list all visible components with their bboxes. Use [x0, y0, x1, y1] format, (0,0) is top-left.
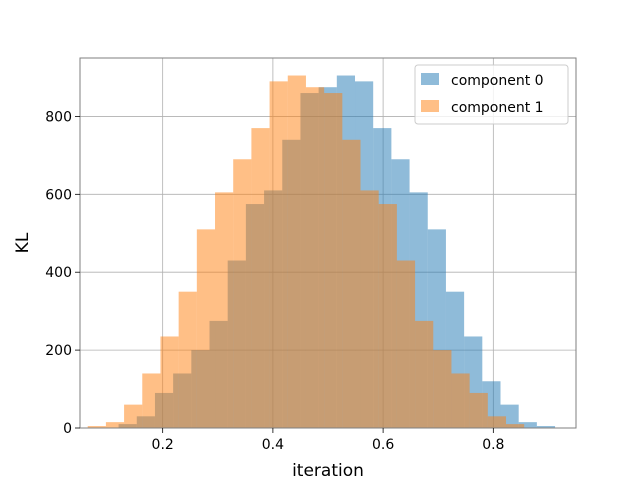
y-axis-ticks: 0 200 400 600 800	[45, 109, 80, 437]
histogram-bar	[378, 204, 397, 428]
y-axis-label: KL	[13, 232, 33, 253]
y-tick-label: 200	[45, 343, 72, 359]
x-tick-label: 0.4	[262, 437, 284, 453]
y-tick-label: 600	[45, 187, 72, 203]
legend-label-component-1: component 1	[451, 100, 544, 116]
histogram-bar	[87, 426, 106, 428]
histogram-bar	[324, 93, 343, 428]
legend: component 0 component 1	[414, 64, 569, 125]
y-tick-label: 0	[63, 421, 72, 437]
histogram-bar	[487, 416, 507, 428]
y-tick-label: 800	[45, 109, 72, 125]
x-tick-label: 0.8	[482, 437, 504, 453]
histogram-bar	[142, 373, 161, 428]
plot-frame	[79, 57, 577, 429]
x-axis-ticks: 0.2 0.4 0.6 0.8	[152, 428, 504, 453]
histogram-bar	[269, 81, 288, 429]
histogram-bar	[342, 139, 361, 428]
histogram-bar	[233, 159, 252, 428]
histogram-bar	[196, 229, 216, 428]
legend-label-component-0: component 0	[451, 73, 544, 89]
histogram-bar	[305, 87, 325, 429]
histogram-bar	[536, 426, 556, 428]
histogram-bar	[215, 192, 234, 428]
x-tick-label: 0.6	[372, 437, 394, 453]
legend-swatch-component-1	[421, 100, 439, 112]
y-tick-label: 400	[45, 265, 72, 281]
legend-box	[414, 64, 569, 125]
histogram-bar	[287, 75, 306, 429]
histogram-bar	[518, 422, 537, 428]
histogram-bar	[451, 373, 470, 428]
histogram-bar	[251, 128, 270, 428]
histogram-bar	[124, 404, 143, 428]
x-axis-label: iteration	[292, 461, 364, 480]
x-tick-label: 0.2	[152, 437, 174, 453]
histogram-bar	[506, 424, 525, 428]
histogram-bar	[469, 392, 488, 428]
legend-swatch-component-0	[421, 73, 439, 85]
histogram-bar	[433, 350, 452, 428]
histogram-bar	[360, 190, 379, 428]
histogram-bar	[178, 291, 197, 428]
histogram-bar	[415, 320, 434, 428]
histogram-bar	[160, 336, 179, 428]
series-component-1-bars	[87, 75, 525, 429]
histogram-bar	[105, 422, 125, 428]
histogram-bar	[396, 260, 416, 428]
